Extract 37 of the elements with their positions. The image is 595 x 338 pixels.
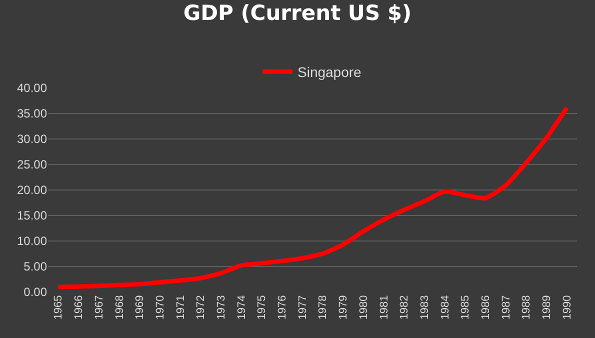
x-tick-label: 1983 bbox=[418, 295, 431, 320]
x-tick-label: 1977 bbox=[296, 295, 309, 320]
x-tick-label: 1970 bbox=[154, 295, 166, 320]
x-tick-label: 1986 bbox=[480, 295, 492, 320]
y-tick-label: 30.00 bbox=[16, 132, 48, 146]
x-tick-label: 1981 bbox=[378, 295, 390, 320]
x-tick-label: 1984 bbox=[439, 295, 452, 320]
y-tick-label: 15.00 bbox=[16, 208, 48, 223]
x-tick-label: 1975 bbox=[256, 295, 268, 320]
x-tick-label: 1982 bbox=[398, 295, 411, 320]
x-tick-label: 1990 bbox=[561, 295, 574, 320]
x-tick-label: 1971 bbox=[174, 295, 187, 320]
x-tick-label: 1987 bbox=[500, 295, 512, 320]
x-tick-label: 1965 bbox=[52, 295, 65, 320]
x-tick-label: 1974 bbox=[236, 295, 248, 320]
y-tick-label: 35.00 bbox=[16, 106, 48, 121]
y-tick-label: 10.00 bbox=[16, 234, 48, 248]
y-tick-label: 20.00 bbox=[16, 183, 48, 198]
y-tick-label: 0.00 bbox=[24, 285, 48, 300]
y-tick-label: 5.00 bbox=[24, 260, 48, 274]
x-tick-label: 1985 bbox=[460, 295, 472, 320]
chart-title: GDP (Current US $) bbox=[183, 0, 412, 25]
y-tick-label: 40.00 bbox=[16, 81, 48, 96]
legend-label: Singapore bbox=[298, 64, 362, 80]
y-tick-label: 25.00 bbox=[16, 158, 48, 172]
x-tick-label: 1966 bbox=[73, 295, 86, 320]
x-tick-label: 1968 bbox=[114, 295, 126, 320]
x-tick-label: 1967 bbox=[93, 295, 106, 320]
x-tick-label: 1973 bbox=[216, 295, 228, 320]
x-tick-label: 1969 bbox=[134, 295, 146, 320]
x-tick-label: 1988 bbox=[520, 295, 533, 320]
x-tick-label: 1989 bbox=[541, 295, 554, 320]
x-tick-label: 1979 bbox=[338, 295, 350, 320]
x-tick-label: 1978 bbox=[317, 295, 330, 320]
x-tick-label: 1972 bbox=[195, 295, 208, 320]
x-tick-label: 1980 bbox=[358, 295, 370, 320]
x-tick-label: 1976 bbox=[276, 295, 289, 320]
